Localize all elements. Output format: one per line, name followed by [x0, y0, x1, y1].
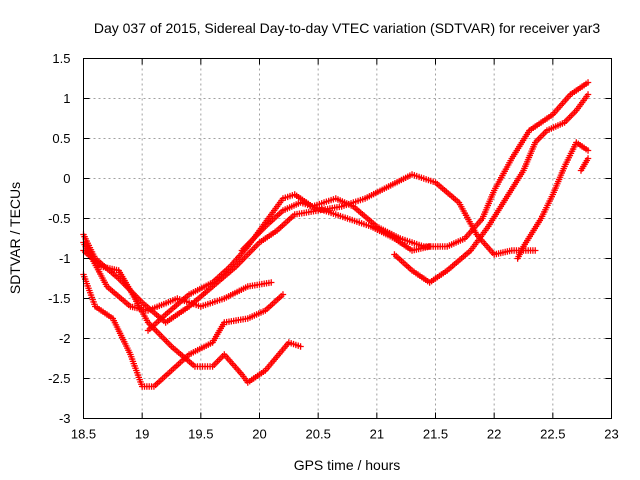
data-point [268, 279, 275, 286]
series-track-4 [80, 271, 287, 390]
series-track-9 [577, 155, 592, 174]
x-tick-label: 21.5 [423, 427, 448, 442]
x-tick-label: 22.5 [540, 427, 565, 442]
data-marks [80, 79, 592, 390]
series-track-6 [238, 199, 433, 254]
y-tick-label: -2 [59, 331, 71, 346]
data-point [584, 79, 592, 86]
x-tick-label: 22 [487, 427, 501, 442]
y-tick-label: 1 [63, 91, 70, 106]
y-tick-label: -3 [59, 411, 71, 426]
data-point [584, 91, 592, 98]
x-tick-label: 20.5 [306, 427, 331, 442]
data-point [584, 155, 592, 162]
y-tick-label: 0.5 [52, 131, 70, 146]
series-track-3 [80, 247, 304, 386]
y-tick-label: 0 [63, 171, 70, 186]
y-tick-label: -1.5 [48, 291, 70, 306]
data-point [532, 247, 539, 254]
y-tick-label: -1 [59, 251, 71, 266]
axis-ticks [83, 58, 612, 419]
series-track-5 [144, 79, 592, 334]
series-track-8 [514, 139, 592, 262]
data-point [584, 147, 592, 154]
y-tick-label: -2.5 [48, 371, 70, 386]
x-axis-label: GPS time / hours [294, 457, 401, 473]
x-tick-label: 21 [370, 427, 384, 442]
x-tick-label: 23 [604, 427, 618, 442]
series-track-2 [80, 171, 539, 326]
x-tick-label: 18.5 [71, 427, 96, 442]
y-axis-label: SDTVAR / TECUs [7, 182, 23, 294]
plot-frame [83, 58, 612, 419]
data-point [297, 343, 304, 350]
y-tick-label: -0.5 [48, 211, 70, 226]
tick-labels: 18.5 19 19.5 20 20.5 21 21.5 22 22.5 23 1.5 1 0.5 0 -0… [48, 51, 619, 442]
x-tick-label: 19 [135, 427, 149, 442]
data-point [426, 243, 433, 250]
chart-title: Day 037 of 2015, Sidereal Day-to-day VTE… [94, 20, 600, 36]
y-tick-label: 1.5 [52, 51, 70, 66]
data-point [279, 291, 287, 298]
x-tick-label: 19.5 [188, 427, 213, 442]
series-track-7 [391, 91, 592, 286]
x-tick-label: 20 [252, 427, 266, 442]
